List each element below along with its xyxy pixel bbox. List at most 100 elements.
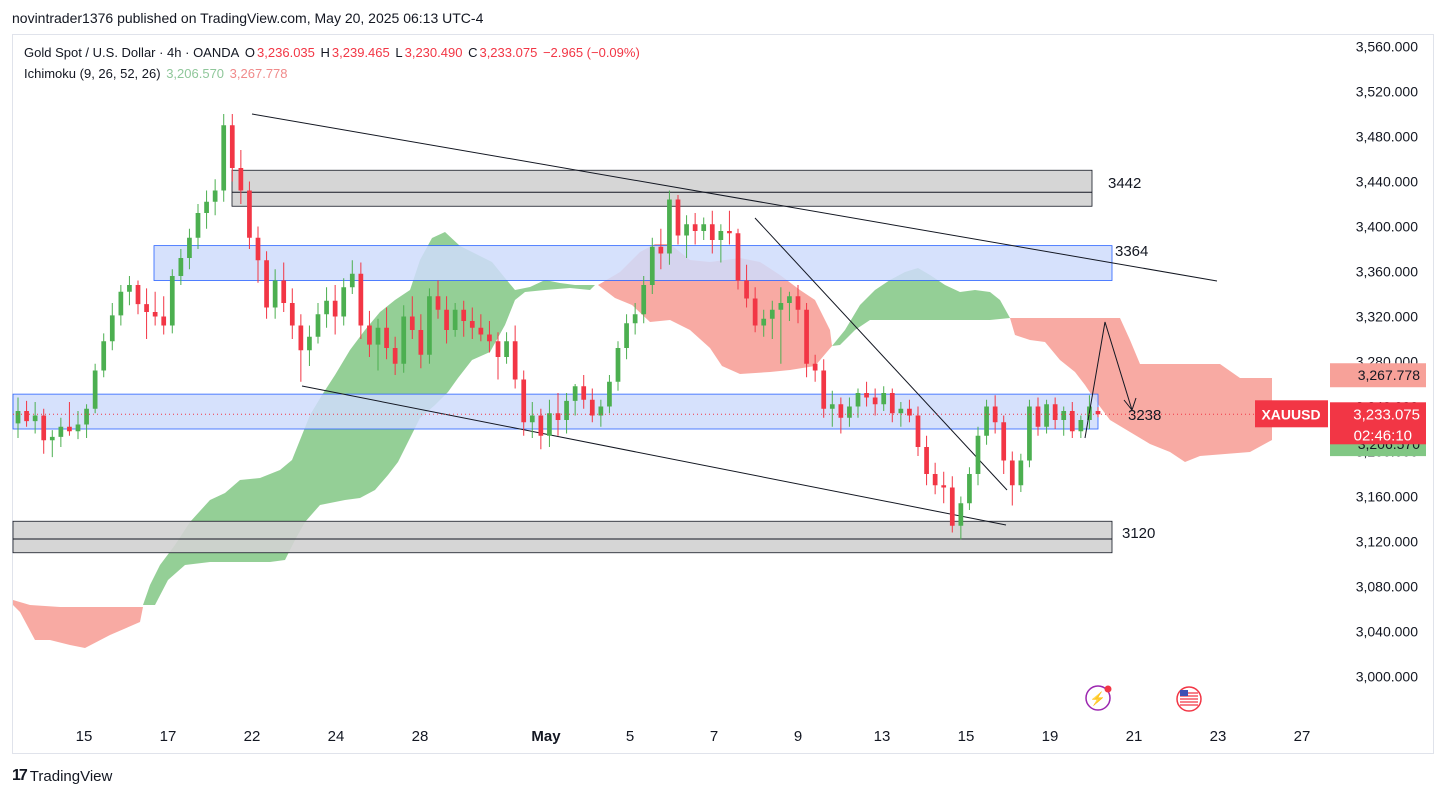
tradingview-brand[interactable]: TradingView <box>29 767 113 785</box>
y-tick-label: 3,480.000 <box>1356 129 1418 145</box>
projection-path[interactable] <box>1084 321 1133 439</box>
candle-body <box>658 246 664 254</box>
candle-body <box>127 285 132 292</box>
candle-body <box>84 408 89 425</box>
x-tick-label: 13 <box>874 728 891 745</box>
candle-body <box>581 386 587 400</box>
tradingview-logo-icon[interactable]: 17 <box>12 767 28 784</box>
candle-body <box>135 285 141 305</box>
candle-body <box>418 330 424 355</box>
candle-body <box>221 125 227 191</box>
candle-body <box>881 393 887 405</box>
close-label: C <box>468 45 478 60</box>
candle-body <box>75 424 81 432</box>
candle-body <box>281 280 287 303</box>
candle-body <box>701 224 707 231</box>
candle-body <box>547 413 552 436</box>
candle-body <box>924 447 929 474</box>
x-tick-label: 17 <box>160 728 177 745</box>
candle-body <box>829 404 835 409</box>
candle-body <box>1061 411 1067 420</box>
candle-body <box>392 348 398 364</box>
candle-body <box>49 436 55 441</box>
candle-body <box>101 341 107 371</box>
candle-body <box>341 287 347 317</box>
candle-body <box>521 379 527 423</box>
candle-body <box>838 404 844 418</box>
upper-trendline[interactable] <box>251 113 1218 282</box>
candle-body <box>1052 404 1058 420</box>
event-lightning-glyph: ⚡ <box>1090 691 1106 707</box>
candle-body <box>169 276 175 326</box>
target-label-3238: 3238 <box>1128 407 1161 424</box>
current-price-tag[interactable] <box>1330 402 1426 445</box>
x-tick-label: 9 <box>794 728 802 745</box>
ichimoku-span-b-tag <box>1330 363 1426 388</box>
candle-body <box>324 300 329 315</box>
candle-body <box>315 314 321 337</box>
candle-body <box>289 303 295 326</box>
candle-body <box>727 231 732 234</box>
candle-body <box>795 296 801 310</box>
candle-body <box>624 323 629 348</box>
candle-body <box>804 309 809 364</box>
candle-body <box>15 411 21 424</box>
candle-body <box>195 213 201 238</box>
candle-body <box>529 415 535 423</box>
publish-caption: novintrader1376 published on TradingView… <box>12 10 484 26</box>
candle-body <box>41 415 47 441</box>
resistance-zone-3442[interactable] <box>231 169 1093 207</box>
ichimoku-cloud-green-2 <box>832 268 1010 346</box>
event-lightning-icon[interactable] <box>1085 685 1111 711</box>
lower-trendline[interactable] <box>301 385 1007 526</box>
candle-body <box>409 316 415 330</box>
support-zone-3238[interactable] <box>12 393 1099 430</box>
x-tick-label: 21 <box>1126 728 1143 745</box>
ichimoku-title[interactable]: Ichimoku (9, 26, 52, 26) <box>24 66 161 81</box>
candle-body <box>898 408 904 414</box>
x-tick-label: 23 <box>1210 728 1227 745</box>
candle-body <box>1044 404 1049 427</box>
x-tick-label: May <box>531 728 561 745</box>
candle-body <box>427 296 432 355</box>
candle-body <box>349 273 355 288</box>
candle-body <box>992 406 998 423</box>
candle-body <box>1027 406 1032 461</box>
candle-body <box>761 318 767 326</box>
candle-body <box>512 341 518 380</box>
x-tick-label: 5 <box>626 728 634 745</box>
symbol-tag[interactable] <box>1255 400 1328 428</box>
symbol-legend: Gold Spot / U.S. Dollar · 4h · OANDA O 3,… <box>24 45 642 60</box>
y-tick-label: 3,520.000 <box>1356 84 1418 100</box>
short-trendline[interactable] <box>754 217 1008 491</box>
candle-body <box>675 199 681 236</box>
resistance-zone-3364[interactable] <box>153 245 1113 281</box>
candle-body <box>1018 460 1024 486</box>
candle-body <box>787 296 792 303</box>
candle-body <box>118 291 124 316</box>
candle-body <box>255 237 261 261</box>
candle-body <box>375 327 381 345</box>
support-zone-3120[interactable] <box>12 520 1113 554</box>
candle-body <box>667 199 672 254</box>
x-tick-label: 27 <box>1294 728 1311 745</box>
candle-body <box>889 393 895 414</box>
candle-body <box>564 400 569 420</box>
symbol-title[interactable]: Gold Spot / U.S. Dollar · 4h · OANDA <box>24 45 240 60</box>
bar-countdown-text: 02:46:10 <box>1354 427 1412 444</box>
ichimoku-cloud-red-3 <box>1010 318 1272 462</box>
ichimoku-cloud-red <box>13 600 143 648</box>
candle-body <box>941 485 947 488</box>
candle-body <box>358 273 364 326</box>
candle-body <box>109 315 115 342</box>
ichimoku-span-a-value: 3,206.570 <box>166 66 225 81</box>
candle-body <box>641 285 647 315</box>
candle-body <box>975 435 981 474</box>
candle-body <box>932 474 938 486</box>
candle-body <box>452 309 458 330</box>
candle-body <box>907 408 912 416</box>
candle-body <box>238 168 244 191</box>
y-tick-label: 3,080.000 <box>1356 579 1418 595</box>
candle-body <box>187 237 192 258</box>
